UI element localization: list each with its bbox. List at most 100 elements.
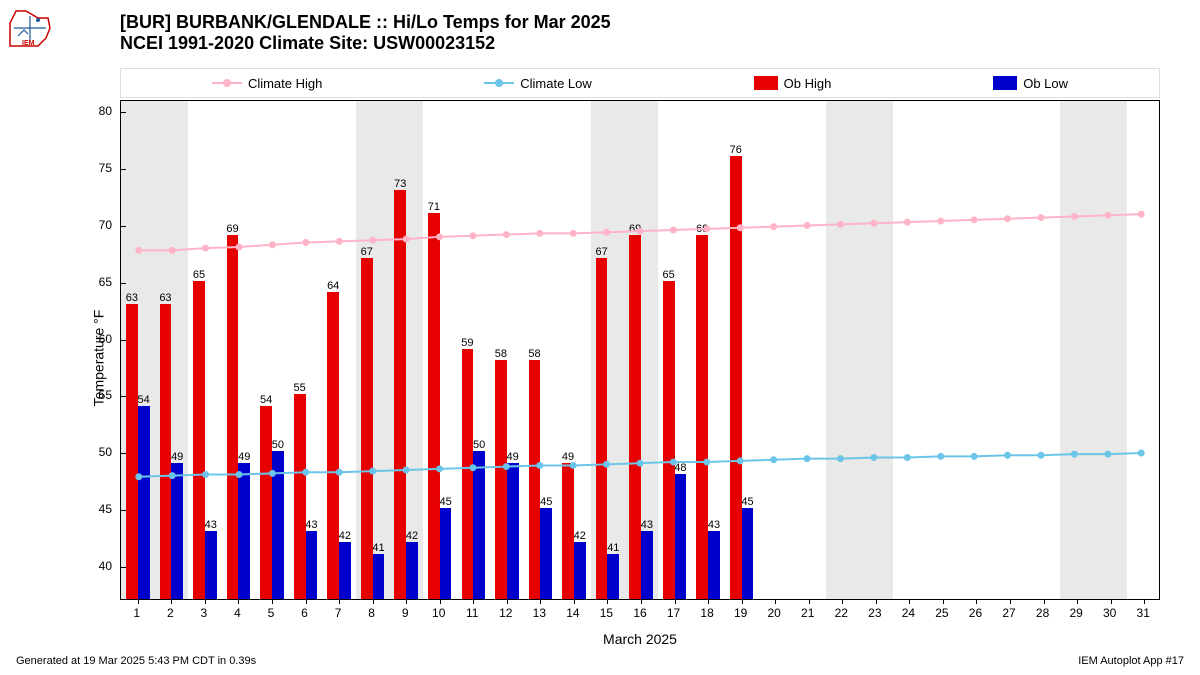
footer-generated: Generated at 19 Mar 2025 5:43 PM CDT in … [16, 655, 256, 667]
ob-low-bar [742, 508, 754, 599]
xtick-label: 21 [801, 606, 814, 620]
ob-low-bar [641, 531, 653, 599]
xtick-label: 4 [234, 606, 241, 620]
xtick-label: 24 [902, 606, 915, 620]
ob-high-label: 69 [226, 223, 238, 235]
ob-low-bar [507, 463, 519, 599]
ytick-label: 65 [72, 275, 112, 289]
xtick-label: 18 [700, 606, 713, 620]
ytick-label: 55 [72, 388, 112, 402]
xtick-label: 14 [566, 606, 579, 620]
svg-text:IEM: IEM [22, 40, 35, 47]
xtick-label: 7 [335, 606, 342, 620]
ob-high-label: 59 [461, 337, 473, 349]
ob-high-label: 76 [730, 144, 742, 156]
xtick-label: 13 [533, 606, 546, 620]
ob-high-label: 73 [394, 178, 406, 190]
ob-low-bar [607, 554, 619, 599]
title-line1: [BUR] BURBANK/GLENDALE :: Hi/Lo Temps fo… [120, 12, 611, 33]
weekend-band [1060, 101, 1127, 599]
ob-low-label: 49 [171, 451, 183, 463]
ytick-label: 45 [72, 502, 112, 516]
x-axis-label: March 2025 [120, 631, 1160, 647]
ob-high-label: 58 [495, 348, 507, 360]
ob-high-bar [696, 235, 708, 599]
iem-logo: IEM [8, 8, 52, 48]
ob-low-bar [205, 531, 217, 599]
ob-low-label: 50 [473, 439, 485, 451]
xtick-label: 2 [167, 606, 174, 620]
weekend-band [826, 101, 893, 599]
xtick-label: 9 [402, 606, 409, 620]
ob-high-bar [361, 258, 373, 599]
ob-low-bar [708, 531, 720, 599]
title-line2: NCEI 1991-2020 Climate Site: USW00023152 [120, 33, 611, 54]
ob-high-bar [327, 292, 339, 599]
xtick-label: 5 [268, 606, 275, 620]
ob-low-bar [171, 463, 183, 599]
ob-high-bar [294, 394, 306, 599]
xtick-label: 10 [432, 606, 445, 620]
ob-high-bar [394, 190, 406, 599]
ytick-label: 75 [72, 161, 112, 175]
ob-high-label: 58 [528, 348, 540, 360]
ob-high-label: 65 [663, 269, 675, 281]
xtick-label: 23 [868, 606, 881, 620]
ob-high-bar [529, 360, 541, 599]
ob-high-bar [462, 349, 474, 599]
xtick-label: 12 [499, 606, 512, 620]
xtick-label: 25 [935, 606, 948, 620]
ob-low-bar [440, 508, 452, 599]
ob-high-label: 71 [428, 201, 440, 213]
xtick-label: 15 [600, 606, 613, 620]
ob-low-label: 42 [339, 530, 351, 542]
ob-low-label: 43 [708, 519, 720, 531]
xtick-label: 1 [133, 606, 140, 620]
xtick-label: 16 [633, 606, 646, 620]
ob-low-label: 45 [439, 496, 451, 508]
xtick-label: 8 [368, 606, 375, 620]
ob-high-bar [629, 235, 641, 599]
ob-high-bar [730, 156, 742, 599]
ytick-label: 70 [72, 218, 112, 232]
ob-low-label: 45 [741, 496, 753, 508]
ob-high-label: 63 [126, 292, 138, 304]
plot-area: 6363656954556467737159585849676965697654… [120, 100, 1160, 600]
xtick-label: 26 [969, 606, 982, 620]
ob-low-label: 41 [607, 542, 619, 554]
xtick-label: 22 [835, 606, 848, 620]
legend: Climate High Climate Low Ob High Ob Low [120, 68, 1160, 98]
xtick-label: 19 [734, 606, 747, 620]
ob-low-bar [675, 474, 687, 599]
ob-high-label: 54 [260, 394, 272, 406]
ob-low-label: 49 [238, 451, 250, 463]
ytick-label: 60 [72, 332, 112, 346]
ytick-label: 50 [72, 445, 112, 459]
ob-low-label: 54 [138, 394, 150, 406]
ob-high-bar [227, 235, 239, 599]
ob-high-label: 63 [159, 292, 171, 304]
ytick-label: 80 [72, 104, 112, 118]
xtick-label: 6 [301, 606, 308, 620]
ob-low-label: 43 [641, 519, 653, 531]
xtick-label: 31 [1137, 606, 1150, 620]
xtick-label: 20 [768, 606, 781, 620]
xtick-label: 27 [1002, 606, 1015, 620]
ob-high-bar [495, 360, 507, 599]
ob-low-label: 42 [406, 530, 418, 542]
ob-low-bar [138, 406, 150, 599]
legend-ob-high: Ob High [754, 76, 832, 91]
xtick-label: 3 [201, 606, 208, 620]
ob-high-label: 67 [595, 246, 607, 258]
ob-high-bar [193, 281, 205, 599]
ob-low-label: 43 [305, 519, 317, 531]
ytick-label: 40 [72, 559, 112, 573]
legend-ob-low: Ob Low [993, 76, 1068, 91]
ob-low-bar [373, 554, 385, 599]
xtick-label: 11 [466, 606, 478, 620]
ob-low-label: 45 [540, 496, 552, 508]
ob-high-bar [126, 304, 138, 599]
xtick-label: 17 [667, 606, 680, 620]
ob-high-label: 69 [629, 223, 641, 235]
ob-low-bar [306, 531, 318, 599]
